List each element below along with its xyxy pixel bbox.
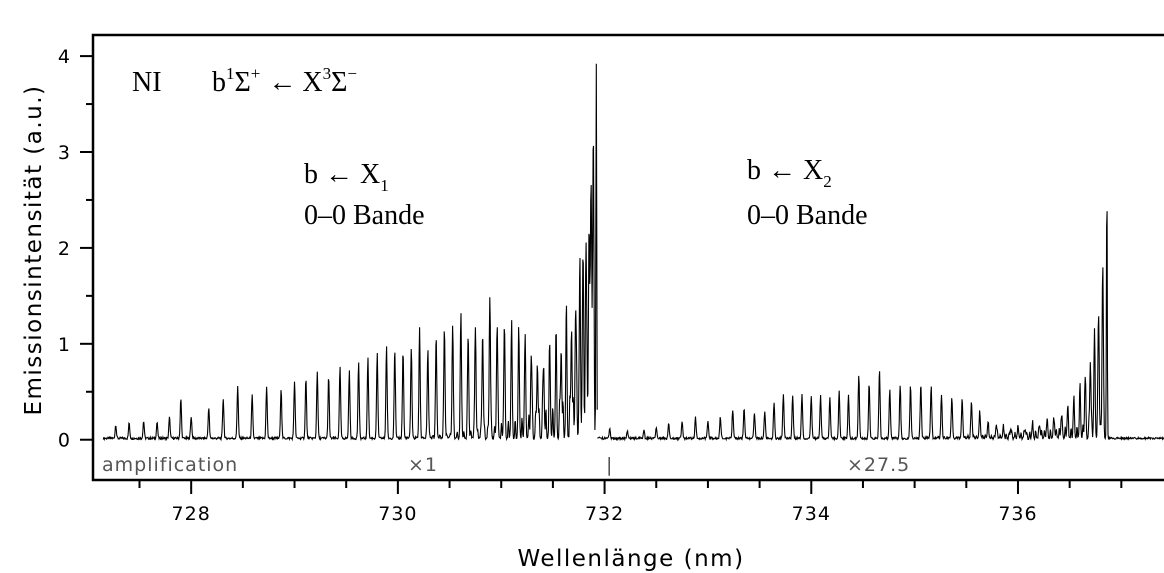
transition-label: b1Σ+ ← X3Σ− (212, 64, 357, 98)
axis-tick-labels: 728 730 732 734 736 0 1 2 3 4 (58, 46, 1037, 525)
x-tick-label: 734 (792, 503, 831, 525)
band2-annotation-line1: b ← X2 (747, 155, 832, 191)
x-tick-label: 730 (378, 503, 417, 525)
chart-title: NI (132, 67, 162, 98)
x-tick-label: 732 (585, 503, 624, 525)
band1-annotation-line2: 0–0 Bande (304, 200, 425, 231)
x-axis-label: Wellenlänge (nm) (517, 546, 744, 572)
y-tick-label: 4 (58, 46, 71, 68)
amplification-factor-1: ×1 (408, 454, 438, 476)
x-tick-label: 736 (998, 503, 1037, 525)
x-tick-label: 728 (172, 503, 211, 525)
y-tick-label: 1 (58, 334, 71, 356)
spectrum-series-x2 (597, 211, 1164, 442)
y-axis-label: Emissionsintensität (a.u.) (21, 84, 47, 415)
y-tick-label: 2 (58, 238, 71, 260)
y-tick-label: 0 (58, 430, 71, 452)
y-tick-label: 3 (58, 142, 71, 164)
plot-frame (91, 33, 1164, 482)
amplification-separator: | (606, 454, 613, 476)
amplification-factor-2: ×27.5 (847, 454, 910, 476)
spectrum-series-x1 (102, 63, 598, 442)
band2-annotation-line2: 0–0 Bande (747, 200, 868, 231)
amplification-label: amplification (102, 454, 238, 476)
axis-ticks (80, 55, 1123, 494)
band1-annotation-line1: b ← X1 (304, 159, 389, 195)
